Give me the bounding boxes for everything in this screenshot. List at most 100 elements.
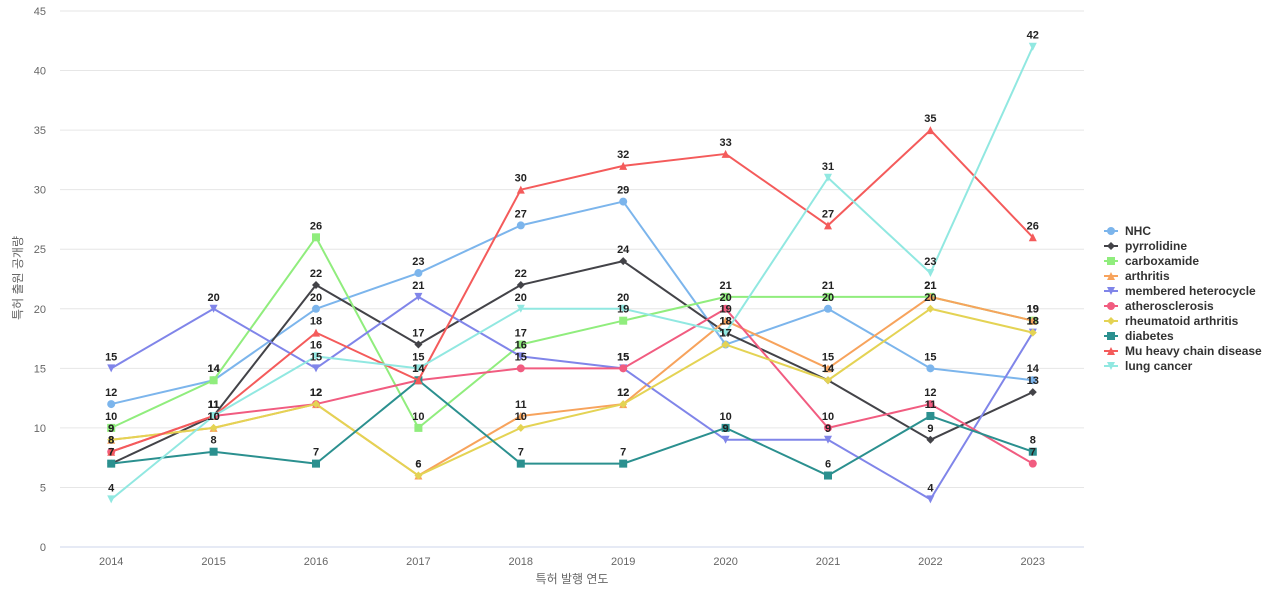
data-point-diabetes[interactable] (721, 423, 730, 432)
data-point-diabetes[interactable] (312, 459, 320, 468)
series-line-diabetes[interactable] (110, 379, 1034, 477)
data-point-diabetes[interactable] (619, 459, 628, 468)
series-line-pyrrolidine[interactable] (110, 260, 1034, 465)
data-point-rheumatoid-arthritis[interactable] (107, 435, 116, 444)
data-point-rheumatoid-arthritis[interactable] (414, 471, 423, 480)
series-arthritis[interactable] (107, 292, 1037, 480)
data-point-mu-heavy-chain-disease[interactable] (516, 185, 525, 194)
data-point-mu-heavy-chain-disease[interactable] (824, 221, 832, 230)
data-point-diabetes[interactable] (516, 459, 525, 468)
legend-item-diabetes[interactable]: diabetes (1104, 329, 1174, 343)
data-point-lung-cancer[interactable] (926, 269, 935, 278)
data-point-nhc[interactable] (516, 221, 525, 230)
legend-item-nhc[interactable]: NHC (1104, 224, 1151, 238)
data-point-nhc[interactable] (619, 197, 628, 206)
legend-item-pyrrolidine[interactable]: pyrrolidine (1104, 239, 1187, 253)
data-point-lung-cancer[interactable] (619, 304, 628, 313)
data-point-carboxamide[interactable] (721, 292, 730, 301)
data-point-atherosclerosis[interactable] (619, 364, 628, 373)
data-point-diabetes[interactable] (1028, 447, 1037, 456)
data-point-mu-heavy-chain-disease[interactable] (926, 126, 935, 135)
data-point-rheumatoid-arthritis[interactable] (926, 304, 935, 313)
series-membered-heterocycle[interactable] (107, 292, 1037, 504)
data-point-mu-heavy-chain-disease[interactable] (619, 161, 628, 170)
data-point-lung-cancer[interactable] (209, 411, 218, 420)
data-point-rheumatoid-arthritis[interactable] (1028, 328, 1037, 337)
data-point-rheumatoid-arthritis[interactable] (516, 423, 525, 432)
data-point-lung-cancer[interactable] (516, 304, 525, 313)
data-point-lung-cancer[interactable] (824, 173, 832, 182)
data-point-nhc[interactable] (107, 400, 116, 409)
series-line-nhc[interactable] (110, 200, 1034, 406)
data-point-arthritis[interactable] (926, 292, 935, 301)
legend-item-membered-heterocycle[interactable]: membered heterocycle (1104, 284, 1256, 298)
series-atherosclerosis[interactable] (107, 304, 1037, 468)
data-point-mu-heavy-chain-disease[interactable] (107, 447, 116, 456)
data-point-arthritis[interactable] (824, 364, 832, 373)
legend-item-arthritis[interactable]: arthritis (1104, 269, 1170, 283)
series-line-atherosclerosis[interactable] (110, 307, 1034, 465)
data-point-diabetes[interactable] (107, 459, 116, 468)
data-point-lung-cancer[interactable] (721, 328, 730, 337)
data-point-arthritis[interactable] (516, 411, 525, 420)
data-point-mu-heavy-chain-disease[interactable] (414, 376, 423, 385)
legend[interactable]: NHCpyrrolidinecarboxamidearthritismember… (1104, 224, 1262, 373)
data-point-lung-cancer[interactable] (107, 495, 116, 504)
data-point-diabetes[interactable] (209, 447, 218, 456)
data-point-pyrrolidine[interactable] (926, 435, 935, 444)
data-point-membered-heterocycle[interactable] (926, 495, 935, 504)
series-nhc[interactable] (107, 197, 1037, 409)
data-point-carboxamide[interactable] (107, 423, 116, 432)
data-point-membered-heterocycle[interactable] (516, 352, 525, 361)
data-point-pyrrolidine[interactable] (619, 257, 628, 266)
legend-item-carboxamide[interactable]: carboxamide (1104, 254, 1199, 268)
data-point-carboxamide[interactable] (619, 316, 628, 325)
data-point-atherosclerosis[interactable] (926, 400, 935, 409)
data-point-membered-heterocycle[interactable] (414, 292, 423, 301)
data-point-atherosclerosis[interactable] (824, 423, 832, 432)
data-point-rheumatoid-arthritis[interactable] (209, 423, 218, 432)
data-point-membered-heterocycle[interactable] (824, 435, 832, 444)
series-lung-cancer[interactable] (107, 42, 1037, 504)
legend-item-lung-cancer[interactable]: lung cancer (1104, 359, 1193, 373)
series-mu-heavy-chain-disease[interactable] (107, 126, 1037, 456)
data-point-lung-cancer[interactable] (414, 364, 423, 373)
data-point-mu-heavy-chain-disease[interactable] (1028, 233, 1037, 242)
data-point-carboxamide[interactable] (209, 376, 218, 385)
series-line-mu-heavy-chain-disease[interactable] (110, 129, 1034, 453)
data-point-pyrrolidine[interactable] (312, 280, 320, 289)
series-line-membered-heterocycle[interactable] (110, 295, 1034, 501)
data-point-mu-heavy-chain-disease[interactable] (721, 149, 730, 158)
data-point-mu-heavy-chain-disease[interactable] (312, 328, 320, 337)
data-point-membered-heterocycle[interactable] (312, 364, 320, 373)
data-point-rheumatoid-arthritis[interactable] (824, 376, 832, 385)
data-point-atherosclerosis[interactable] (721, 304, 730, 313)
data-point-nhc[interactable] (1028, 376, 1037, 385)
data-point-atherosclerosis[interactable] (1028, 459, 1037, 468)
legend-item-mu-heavy-chain-disease[interactable]: Mu heavy chain disease (1104, 344, 1262, 358)
data-point-arthritis[interactable] (721, 316, 730, 325)
series-line-lung-cancer[interactable] (110, 45, 1034, 501)
series-rheumatoid-arthritis[interactable] (107, 304, 1037, 480)
series-line-carboxamide[interactable] (110, 236, 1034, 429)
data-point-pyrrolidine[interactable] (414, 340, 423, 349)
data-point-rheumatoid-arthritis[interactable] (721, 340, 730, 349)
legend-item-rheumatoid-arthritis[interactable]: rheumatoid arthritis (1104, 314, 1239, 328)
data-point-rheumatoid-arthritis[interactable] (619, 400, 628, 409)
data-point-nhc[interactable] (312, 304, 320, 313)
data-point-nhc[interactable] (414, 269, 423, 278)
data-point-membered-heterocycle[interactable] (107, 364, 116, 373)
data-point-rheumatoid-arthritis[interactable] (312, 400, 320, 409)
data-point-carboxamide[interactable] (312, 233, 320, 242)
data-point-carboxamide[interactable] (516, 340, 525, 349)
data-point-arthritis[interactable] (1028, 316, 1037, 325)
data-point-lung-cancer[interactable] (1028, 42, 1037, 51)
data-point-membered-heterocycle[interactable] (721, 435, 730, 444)
data-point-nhc[interactable] (926, 364, 935, 373)
data-point-membered-heterocycle[interactable] (209, 304, 218, 313)
data-point-pyrrolidine[interactable] (1028, 388, 1037, 397)
legend-item-atherosclerosis[interactable]: atherosclerosis (1104, 299, 1214, 313)
data-point-diabetes[interactable] (926, 411, 935, 420)
data-point-diabetes[interactable] (824, 471, 832, 480)
data-point-atherosclerosis[interactable] (516, 364, 525, 373)
